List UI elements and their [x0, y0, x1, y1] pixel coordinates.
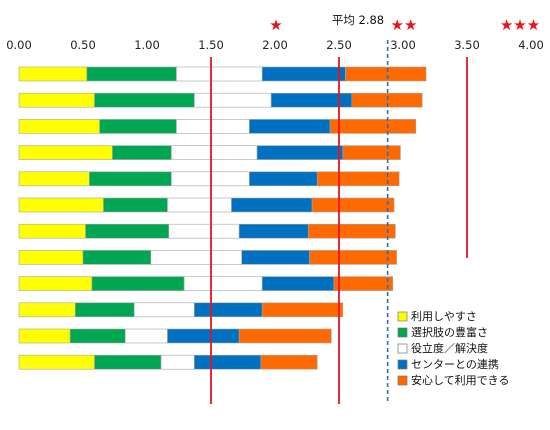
reference-lines	[210, 40, 468, 404]
rating-star-label: ★★	[391, 16, 418, 34]
bar-segment	[256, 145, 344, 160]
bar-segment	[194, 302, 263, 318]
legend-swatch	[397, 359, 408, 370]
average-label: 平均 2.88	[332, 13, 384, 27]
legend-label: 選択肢の豊富さ	[411, 325, 488, 339]
x-tick-label: 3.00	[390, 38, 416, 52]
bar-segment	[342, 145, 401, 160]
bar-segment	[261, 66, 346, 82]
bar-segment	[94, 92, 195, 108]
bar-segment	[176, 66, 263, 82]
bar-segment	[103, 197, 168, 213]
legend-swatch	[397, 311, 408, 322]
legend-label: 利用しやすさ	[411, 310, 477, 323]
bar-segment	[18, 119, 100, 134]
bar-segment	[124, 328, 168, 344]
top-labels: ★ ★★ ★★★平均 2.88	[269, 13, 540, 34]
bar-segment	[75, 302, 135, 318]
bar-segment	[171, 145, 258, 160]
bar-segment	[345, 66, 427, 82]
bar-segment	[261, 276, 335, 291]
x-tick-label: 1.50	[198, 38, 224, 52]
bar-segment	[231, 197, 313, 213]
bar-segment	[249, 119, 331, 134]
x-tick-label: 3.50	[454, 38, 480, 52]
bar-segment	[18, 197, 104, 213]
bar-segment	[249, 171, 318, 187]
bar-segment	[82, 250, 152, 265]
bar-segment	[91, 276, 185, 291]
bar-segment	[260, 354, 318, 370]
bar-segment	[316, 171, 400, 187]
bar-segment	[168, 223, 240, 239]
bar-segment	[69, 328, 126, 344]
bar-segment	[261, 302, 344, 318]
bar-segment	[311, 197, 395, 213]
bar-segment	[238, 328, 332, 344]
bar-segment	[238, 223, 309, 239]
bar-segment	[18, 223, 86, 239]
bar-segment	[183, 276, 263, 291]
bar-segment	[18, 145, 113, 160]
bars	[18, 66, 427, 370]
bar-segment	[86, 66, 177, 82]
bar-segment	[176, 119, 250, 134]
legend-label: 役立度／解決度	[411, 341, 488, 355]
legend-swatch	[397, 375, 408, 386]
x-tick-label: 4.00	[518, 38, 544, 52]
x-tick-label: 0.50	[70, 38, 96, 52]
bar-segment	[18, 92, 95, 108]
legend-label: 安心して利用できる	[411, 373, 509, 387]
bar-segment	[133, 302, 195, 318]
bar-segment	[241, 250, 310, 265]
bar-segment	[194, 92, 272, 108]
bar-segment	[309, 250, 397, 265]
legend-swatch	[397, 343, 408, 354]
legend-swatch	[397, 327, 408, 338]
bar-segment	[150, 250, 243, 265]
bar-segment	[94, 354, 162, 370]
x-tick-label: 1.00	[134, 38, 160, 52]
rating-star-label: ★★★	[500, 16, 540, 34]
bar-segment	[89, 171, 172, 187]
x-tick-label: 2.00	[262, 38, 288, 52]
bar-segment	[18, 302, 76, 318]
x-tick-label: 2.50	[326, 38, 352, 52]
bar-segment	[18, 66, 88, 82]
bar-segment	[18, 276, 93, 291]
bar-segment	[167, 197, 232, 213]
bar-segment	[333, 276, 394, 291]
bar-segment	[112, 145, 172, 160]
bar-segment	[18, 354, 95, 370]
x-axis-ticks: 0.00 0.50 1.00 1.50 2.00 2.50 3.00 3.50 4.00	[6, 38, 544, 52]
bar-segment	[99, 119, 177, 134]
x-tick-label: 0.00	[6, 38, 32, 52]
bar-segment	[167, 328, 240, 344]
bar-segment	[307, 223, 396, 239]
bar-segment	[85, 223, 170, 239]
bar-segment	[160, 354, 195, 370]
rating-star-label: ★	[269, 16, 282, 34]
bar-segment	[351, 92, 423, 108]
bar-segment	[18, 328, 71, 344]
legend-label: センターとの連携	[411, 357, 499, 371]
bar-segment	[18, 250, 84, 265]
bar-segment	[329, 119, 417, 134]
bar-segment	[194, 354, 262, 370]
bar-segment	[18, 171, 90, 187]
